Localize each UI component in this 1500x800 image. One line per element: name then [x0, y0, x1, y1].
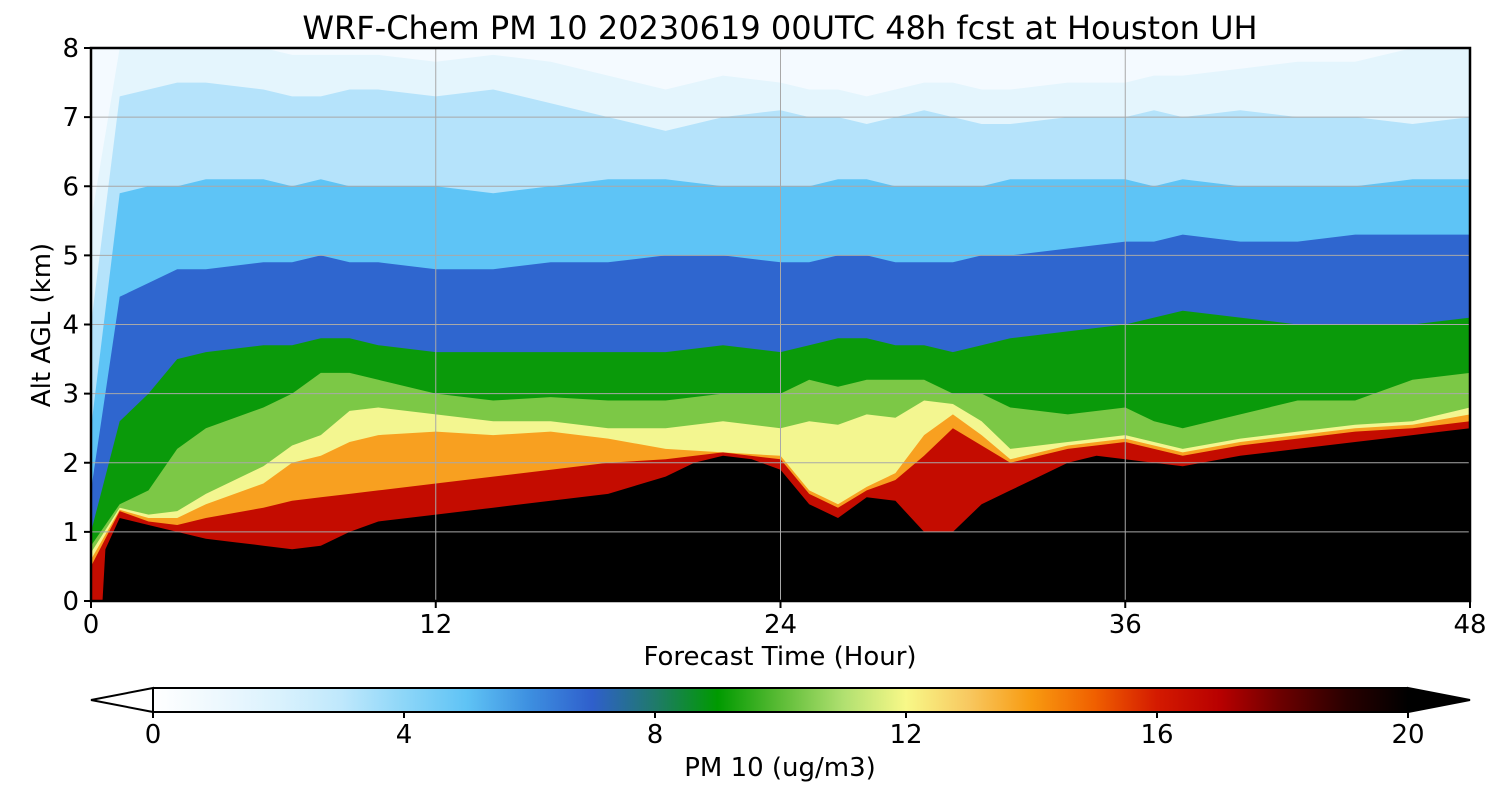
colorbar-ticks: 0 4 8 12 16 20 — [145, 712, 1425, 750]
chart-title: WRF-Chem PM 10 20230619 00UTC 48h fcst a… — [302, 9, 1257, 47]
colorbar-scale — [153, 688, 1408, 712]
colorbar-tick-label: 0 — [145, 720, 162, 750]
y-tick-label: 0 — [62, 587, 79, 617]
x-axis-label: Forecast Time (Hour) — [643, 642, 916, 672]
x-tick-label: 0 — [83, 610, 100, 640]
y-axis-ticks: 0 1 2 3 4 5 6 7 8 — [62, 34, 91, 617]
x-tick-label: 12 — [419, 610, 452, 640]
y-tick-label: 8 — [62, 34, 79, 64]
colorbar-frame — [153, 687, 1408, 713]
x-tick-label: 24 — [764, 610, 797, 640]
x-tick-label: 36 — [1109, 610, 1142, 640]
colorbar-tick-label: 8 — [647, 720, 664, 750]
y-tick-label: 6 — [62, 172, 79, 202]
y-tick-label: 3 — [62, 380, 79, 410]
grid-lines — [91, 48, 1470, 601]
colorbar-tick-label: 20 — [1391, 720, 1424, 750]
colorbar-label: PM 10 (ug/m3) — [684, 753, 876, 783]
colorbar-tick-label: 12 — [889, 720, 922, 750]
y-tick-label: 7 — [62, 103, 79, 133]
y-tick-label: 1 — [62, 518, 79, 548]
colorbar-tick-label: 16 — [1140, 720, 1173, 750]
colorbar-extend-min — [90, 686, 154, 714]
colorbar — [90, 686, 1471, 714]
y-tick-label: 4 — [62, 311, 79, 341]
y-tick-label: 5 — [62, 241, 79, 271]
colorbar-extend-max — [1407, 686, 1471, 714]
x-tick-label: 48 — [1453, 610, 1486, 640]
y-axis-label: Alt AGL (km) — [27, 243, 57, 407]
x-axis-ticks: 0 12 24 36 48 — [83, 601, 1487, 640]
colorbar-tick-label: 4 — [396, 720, 413, 750]
y-tick-label: 2 — [62, 449, 79, 479]
